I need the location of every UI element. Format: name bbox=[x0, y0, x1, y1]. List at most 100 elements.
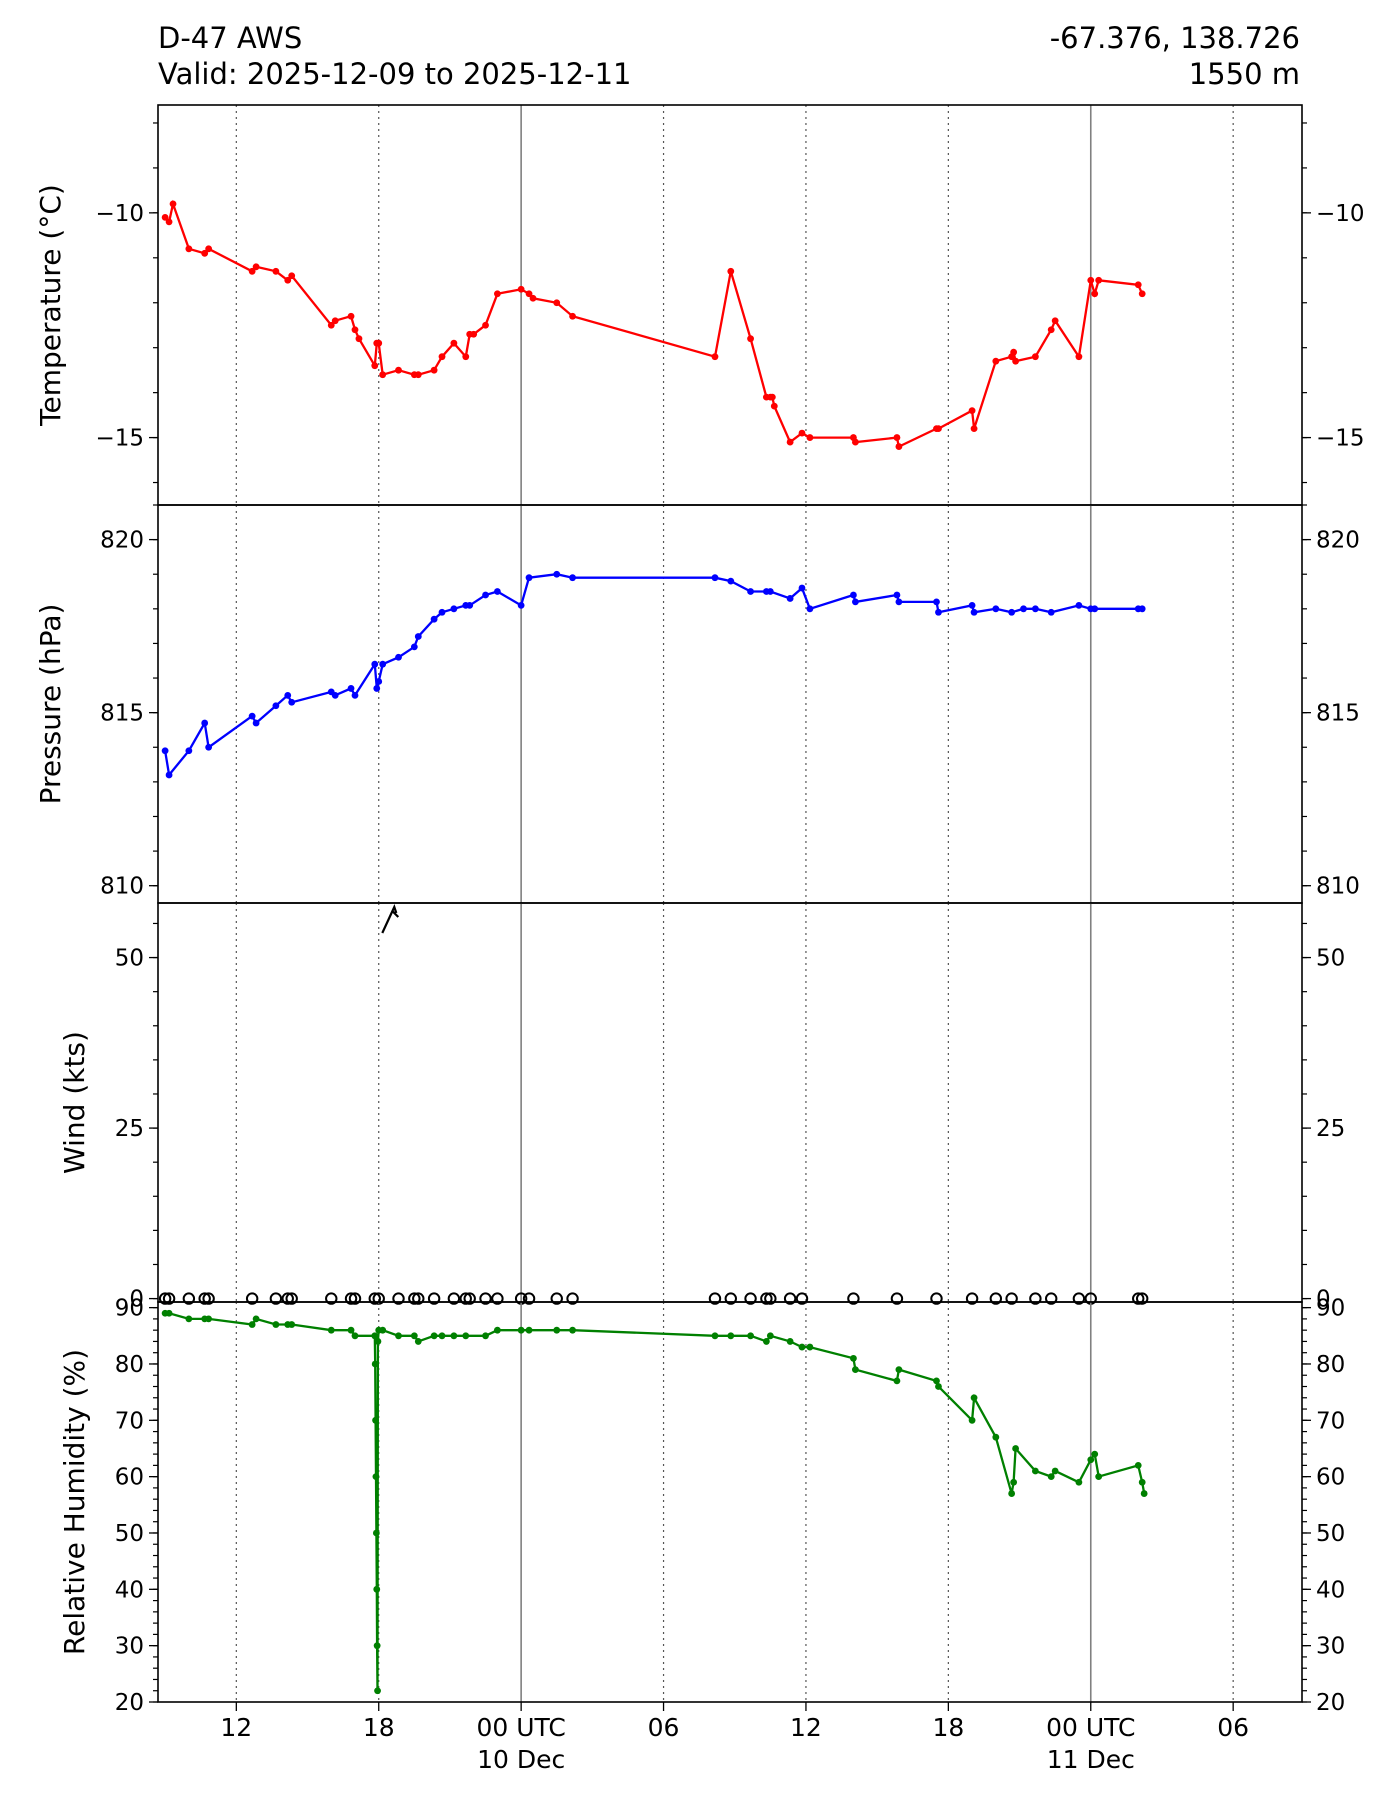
data-point-pressure bbox=[248, 712, 256, 720]
data-point-temperature bbox=[517, 285, 525, 293]
calm-wind-marker bbox=[764, 1292, 777, 1305]
calm-wind-marker bbox=[158, 1292, 172, 1305]
data-point-humidity bbox=[1051, 1467, 1059, 1475]
ytick-label-left-humidity: 20 bbox=[115, 1690, 144, 1716]
data-point-pressure bbox=[161, 747, 169, 755]
data-point-humidity bbox=[374, 1687, 381, 1695]
data-point-temperature bbox=[1051, 317, 1059, 325]
ylabel-wind: Wind (kts) bbox=[58, 1031, 91, 1174]
data-point-pressure bbox=[1031, 605, 1039, 613]
ytick-label-left-humidity: 30 bbox=[115, 1634, 144, 1660]
calm-wind-marker bbox=[348, 1292, 362, 1305]
data-point-temperature bbox=[355, 335, 363, 343]
data-point-temperature bbox=[327, 321, 335, 329]
data-point-temperature bbox=[379, 371, 387, 379]
data-point-pressure bbox=[375, 678, 383, 685]
calm-wind-marker bbox=[1045, 1292, 1058, 1305]
data-point-pressure bbox=[379, 660, 387, 668]
ytick-label-right-temperature: −10 bbox=[1316, 201, 1365, 227]
ytick-label-left-humidity: 40 bbox=[115, 1577, 144, 1603]
data-point-temperature bbox=[895, 443, 903, 450]
data-point-humidity bbox=[893, 1377, 901, 1385]
data-point-temperature bbox=[1075, 353, 1083, 361]
data-point-temperature bbox=[414, 371, 422, 379]
data-point-humidity bbox=[806, 1343, 814, 1351]
data-point-temperature bbox=[371, 362, 379, 370]
calm-wind-marker bbox=[522, 1292, 536, 1305]
xtick-label: 06 bbox=[1217, 1713, 1249, 1742]
data-point-pressure bbox=[798, 584, 806, 592]
data-point-temperature bbox=[248, 267, 256, 275]
data-point-humidity bbox=[895, 1366, 903, 1374]
data-point-humidity bbox=[414, 1338, 422, 1345]
data-point-humidity bbox=[1031, 1467, 1039, 1475]
station-coords: -67.376, 138.726 bbox=[1049, 21, 1300, 55]
data-point-pressure bbox=[970, 608, 978, 616]
data-point-temperature bbox=[185, 245, 193, 253]
data-point-pressure bbox=[331, 691, 339, 699]
data-point-pressure bbox=[517, 601, 525, 609]
xtick-label: 00 UTC bbox=[476, 1713, 565, 1742]
data-point-pressure bbox=[1020, 605, 1027, 613]
data-point-humidity bbox=[970, 1394, 978, 1402]
ytick-label-right-humidity: 80 bbox=[1316, 1352, 1345, 1378]
data-point-pressure bbox=[395, 653, 402, 661]
xtick-label: 12 bbox=[790, 1713, 822, 1742]
data-point-humidity bbox=[248, 1321, 256, 1328]
data-point-temperature bbox=[395, 366, 402, 374]
data-point-temperature bbox=[806, 434, 814, 441]
calm-wind-marker bbox=[412, 1292, 425, 1305]
calm-wind-marker bbox=[281, 1292, 294, 1305]
data-point-pressure bbox=[351, 691, 359, 699]
ytick-label-right-wind: 0 bbox=[1316, 1287, 1331, 1313]
data-point-pressure bbox=[201, 719, 209, 727]
data-point-temperature bbox=[1087, 276, 1095, 284]
calm-wind-marker bbox=[566, 1292, 579, 1305]
data-point-humidity bbox=[372, 1473, 380, 1481]
ytick-label-left-temperature: −10 bbox=[95, 201, 144, 227]
calm-wind-marker bbox=[491, 1292, 504, 1305]
data-point-temperature bbox=[569, 312, 576, 320]
calm-wind-marker bbox=[285, 1292, 298, 1305]
data-point-humidity bbox=[1010, 1478, 1018, 1486]
data-point-humidity bbox=[372, 1529, 380, 1537]
data-point-humidity bbox=[374, 1338, 382, 1345]
data-point-temperature bbox=[482, 321, 489, 329]
data-point-pressure bbox=[288, 698, 296, 706]
series-line-temperature bbox=[164, 199, 1144, 449]
data-point-humidity bbox=[1140, 1490, 1148, 1497]
data-point-pressure bbox=[786, 595, 794, 602]
data-point-temperature bbox=[1095, 276, 1103, 284]
data-point-temperature bbox=[494, 290, 501, 298]
data-point-temperature bbox=[851, 438, 859, 446]
data-point-humidity bbox=[430, 1332, 438, 1340]
data-point-pressure bbox=[410, 643, 418, 651]
data-point-pressure bbox=[373, 685, 381, 692]
data-point-pressure bbox=[482, 591, 489, 599]
data-point-temperature bbox=[1091, 290, 1099, 298]
calm-wind-marker bbox=[269, 1292, 283, 1305]
data-point-humidity bbox=[933, 1377, 940, 1385]
data-point-temperature bbox=[786, 438, 794, 446]
data-point-pressure bbox=[1047, 608, 1055, 616]
calm-wind-marker bbox=[182, 1292, 196, 1305]
calm-wind-marker bbox=[479, 1292, 492, 1305]
data-point-pressure bbox=[1138, 605, 1146, 613]
xtick-sublabel: 10 Dec bbox=[477, 1745, 565, 1774]
ytick-label-left-wind: 50 bbox=[115, 946, 144, 972]
data-point-temperature bbox=[553, 299, 561, 307]
data-point-temperature bbox=[747, 335, 754, 343]
station-title: D-47 AWS bbox=[158, 21, 303, 55]
data-point-humidity bbox=[462, 1332, 470, 1340]
data-point-temperature bbox=[1134, 281, 1142, 289]
header-right: -67.376, 138.726 1550 m bbox=[1050, 20, 1300, 92]
data-point-humidity bbox=[373, 1585, 381, 1593]
calm-wind-marker bbox=[783, 1292, 797, 1305]
ytick-label-right-temperature: −15 bbox=[1316, 426, 1365, 452]
header-left: D-47 AWS Valid: 2025-12-09 to 2025-12-11 bbox=[158, 20, 632, 92]
calm-wind-marker bbox=[724, 1292, 737, 1305]
data-point-humidity bbox=[569, 1326, 576, 1334]
data-point-pressure bbox=[272, 702, 280, 710]
calm-wind-marker bbox=[392, 1292, 405, 1305]
data-point-humidity bbox=[327, 1326, 335, 1334]
